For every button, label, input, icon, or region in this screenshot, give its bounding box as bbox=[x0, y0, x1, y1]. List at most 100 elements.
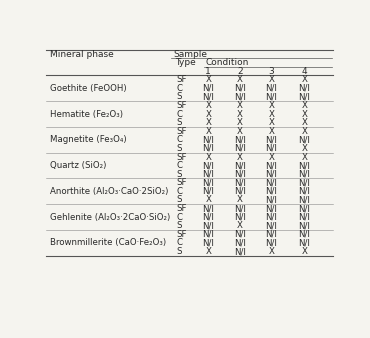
Text: X: X bbox=[268, 118, 274, 127]
Text: N/I: N/I bbox=[202, 178, 214, 187]
Text: Sample: Sample bbox=[174, 50, 208, 59]
Text: Brownmillerite (CaO·Fe₂O₃): Brownmillerite (CaO·Fe₂O₃) bbox=[50, 238, 166, 247]
Text: C: C bbox=[177, 213, 183, 222]
Text: S: S bbox=[177, 221, 182, 230]
Text: N/I: N/I bbox=[234, 144, 246, 153]
Text: X: X bbox=[302, 144, 307, 153]
Text: X: X bbox=[237, 118, 243, 127]
Text: X: X bbox=[205, 247, 211, 256]
Text: 4: 4 bbox=[302, 67, 307, 76]
Text: S: S bbox=[177, 118, 182, 127]
Text: C: C bbox=[177, 110, 183, 119]
Text: SF: SF bbox=[177, 75, 187, 84]
Text: X: X bbox=[205, 75, 211, 84]
Text: N/I: N/I bbox=[234, 84, 246, 93]
Text: X: X bbox=[302, 247, 307, 256]
Text: N/I: N/I bbox=[298, 204, 310, 213]
Text: X: X bbox=[205, 195, 211, 204]
Text: X: X bbox=[237, 152, 243, 162]
Text: N/I: N/I bbox=[234, 247, 246, 256]
Text: Gehlenite (Al₂O₃·2CaO·SiO₂): Gehlenite (Al₂O₃·2CaO·SiO₂) bbox=[50, 213, 170, 222]
Text: N/I: N/I bbox=[265, 187, 277, 196]
Text: N/I: N/I bbox=[234, 170, 246, 179]
Text: X: X bbox=[205, 110, 211, 119]
Text: N/I: N/I bbox=[234, 135, 246, 144]
Text: X: X bbox=[237, 127, 243, 136]
Text: N/I: N/I bbox=[265, 230, 277, 239]
Text: Condition: Condition bbox=[205, 58, 249, 68]
Text: N/I: N/I bbox=[265, 144, 277, 153]
Text: N/I: N/I bbox=[202, 84, 214, 93]
Text: N/I: N/I bbox=[265, 178, 277, 187]
Text: N/I: N/I bbox=[298, 84, 310, 93]
Text: Mineral phase: Mineral phase bbox=[50, 50, 114, 59]
Text: 2: 2 bbox=[237, 67, 243, 76]
Text: Magnetite (Fe₃O₄): Magnetite (Fe₃O₄) bbox=[50, 135, 126, 144]
Text: X: X bbox=[268, 152, 274, 162]
Text: N/I: N/I bbox=[298, 161, 310, 170]
Text: X: X bbox=[205, 101, 211, 110]
Text: SF: SF bbox=[177, 230, 187, 239]
Text: N/I: N/I bbox=[298, 178, 310, 187]
Text: X: X bbox=[205, 127, 211, 136]
Text: S: S bbox=[177, 195, 182, 204]
Text: SF: SF bbox=[177, 127, 187, 136]
Text: N/I: N/I bbox=[202, 213, 214, 222]
Text: N/I: N/I bbox=[265, 213, 277, 222]
Text: X: X bbox=[268, 110, 274, 119]
Text: N/I: N/I bbox=[202, 230, 214, 239]
Text: N/I: N/I bbox=[298, 170, 310, 179]
Text: N/I: N/I bbox=[234, 161, 246, 170]
Text: Quartz (SiO₂): Quartz (SiO₂) bbox=[50, 161, 106, 170]
Text: N/I: N/I bbox=[265, 135, 277, 144]
Text: X: X bbox=[302, 152, 307, 162]
Text: N/I: N/I bbox=[202, 170, 214, 179]
Text: N/I: N/I bbox=[202, 204, 214, 213]
Text: X: X bbox=[268, 75, 274, 84]
Text: N/I: N/I bbox=[298, 92, 310, 101]
Text: X: X bbox=[237, 195, 243, 204]
Text: X: X bbox=[268, 101, 274, 110]
Text: Hematite (Fe₂O₃): Hematite (Fe₂O₃) bbox=[50, 110, 123, 119]
Text: X: X bbox=[205, 152, 211, 162]
Text: X: X bbox=[237, 110, 243, 119]
Text: N/I: N/I bbox=[298, 230, 310, 239]
Text: N/I: N/I bbox=[298, 187, 310, 196]
Text: S: S bbox=[177, 170, 182, 179]
Text: N/I: N/I bbox=[202, 92, 214, 101]
Text: N/I: N/I bbox=[202, 187, 214, 196]
Text: N/I: N/I bbox=[234, 213, 246, 222]
Text: SF: SF bbox=[177, 178, 187, 187]
Text: N/I: N/I bbox=[202, 238, 214, 247]
Text: N/I: N/I bbox=[265, 221, 277, 230]
Text: N/I: N/I bbox=[202, 135, 214, 144]
Text: N/I: N/I bbox=[234, 178, 246, 187]
Text: N/I: N/I bbox=[234, 204, 246, 213]
Text: N/I: N/I bbox=[298, 238, 310, 247]
Text: S: S bbox=[177, 247, 182, 256]
Text: N/I: N/I bbox=[234, 238, 246, 247]
Text: S: S bbox=[177, 144, 182, 153]
Text: C: C bbox=[177, 161, 183, 170]
Text: N/I: N/I bbox=[265, 161, 277, 170]
Text: SF: SF bbox=[177, 204, 187, 213]
Text: X: X bbox=[268, 127, 274, 136]
Text: N/I: N/I bbox=[298, 135, 310, 144]
Text: X: X bbox=[302, 75, 307, 84]
Text: X: X bbox=[268, 247, 274, 256]
Text: N/I: N/I bbox=[234, 230, 246, 239]
Text: 3: 3 bbox=[269, 67, 274, 76]
Text: X: X bbox=[237, 75, 243, 84]
Text: C: C bbox=[177, 187, 183, 196]
Text: X: X bbox=[302, 118, 307, 127]
Text: Anorthite (Al₂O₃·CaO·2SiO₂): Anorthite (Al₂O₃·CaO·2SiO₂) bbox=[50, 187, 168, 196]
Text: N/I: N/I bbox=[265, 204, 277, 213]
Text: N/I: N/I bbox=[202, 161, 214, 170]
Text: SF: SF bbox=[177, 152, 187, 162]
Text: X: X bbox=[237, 221, 243, 230]
Text: N/I: N/I bbox=[298, 195, 310, 204]
Text: N/I: N/I bbox=[202, 221, 214, 230]
Text: Type: Type bbox=[175, 58, 196, 68]
Text: Goethite (FeOOH): Goethite (FeOOH) bbox=[50, 84, 126, 93]
Text: N/I: N/I bbox=[265, 92, 277, 101]
